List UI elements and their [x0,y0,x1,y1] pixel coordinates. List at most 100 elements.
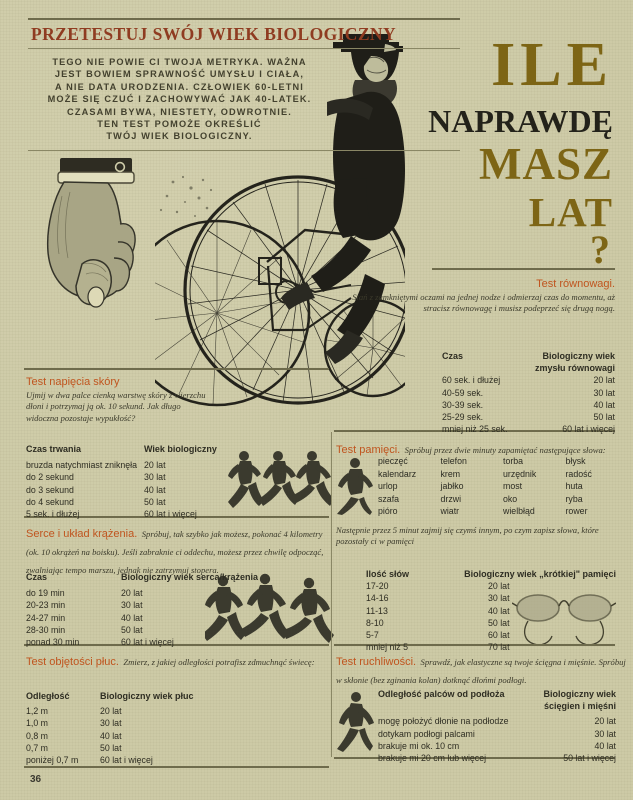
intro-line: A NIE DATA URODZENIA. CZŁOWIEK 60-LETNI [54,81,304,92]
table-row: 28-30 min 50 lat [26,624,143,635]
heart-test-heading-block: Serce i układ krążenia. Spróbuj, tak szy… [26,524,331,578]
table-row: do 19 min 20 lat [26,588,143,599]
lung-col1-header: Odległość [26,691,70,701]
skin-test-description: Ujmij w dwa palce cienką warstwę skóry z… [26,390,206,423]
intro-paragraph: TEGO NIE POWIE CI TWOJA METRYKA. WAŻNA J… [28,56,331,143]
rule-above-heart [24,516,329,518]
table-row: mogę położyć dłonie na podłodze 20 lat [378,716,616,727]
table-row: 8-10 50 lat [366,617,510,628]
word-row: pióro wiatr wielbłąd rower [378,506,588,516]
balance-col2-header-2: zmysłu równowagi [534,363,615,374]
table-row: 25-29 sek. 50 lat [442,412,615,423]
headline-question-mark: ? [590,227,611,272]
skin-test-table: Czas trwania Wiek biologiczny bruzda nat… [26,443,231,520]
heart-test-heading: Serce i układ krążenia. [26,528,138,540]
mobility-col1-header: Odległość palców od podłoża [378,689,505,699]
heart-col2-header: Biologiczny wiek serca/krążenia [121,572,259,582]
table-row: 5 sek. i dłużej 60 lat i więcej [26,509,197,520]
mobility-test-heading-block: Test ruchliwości. Sprawdź, jak elastyczn… [336,652,626,688]
table-row: do 4 sekund 50 lat [26,496,166,507]
table-row: dotykam podłogi palcami 30 lat [378,728,616,739]
headline-word-naprawde: NAPRAWDĘ [428,103,613,139]
skin-test-heading: Test napięcia skóry [26,376,120,388]
word-row: urlop jabłko most huta [378,481,583,491]
balance-test-table: Czas Biologiczny wiek zmysłu równowagi 6… [442,350,615,435]
table-row: 0,8 m 40 lat [26,730,122,741]
intro-line: JEST BOWIEM SPRAWNOŚĆ UMYSŁU I CIAŁA, [54,69,305,80]
table-row: bruzda natychmiast zniknęła 20 lat [26,460,166,471]
memory-test-table: Ilość słów Biologiczny wiek „krótkiej" p… [366,568,616,653]
rule-above-memory [334,430,615,432]
table-row: mniej niż 5 70 lat [366,642,510,653]
rule-bottom-right [334,757,615,759]
rule-under-intro [28,150,460,151]
table-row: 30-39 sek. 40 lat [442,399,615,410]
memory-col1-header: Ilość słów [366,569,410,579]
skin-col2-header: Wiek biologiczny [144,444,217,454]
table-row: 5-7 60 lat [366,630,510,641]
table-row: 1,2 m 20 lat [26,706,122,717]
memory-test-heading-block: Test pamięci. Spróbuj przez dwie minuty … [336,440,626,458]
word-row: szafa drzwi oko ryba [378,493,583,504]
table-row: 20-23 min 30 lat [26,600,143,611]
balance-test-heading: Test równowagi. [536,278,615,290]
table-row: 60 sek. i dłużej 20 lat [442,375,615,386]
victorian-cyclist-illustration [155,34,405,407]
headline-word-ile: ILE [491,31,613,99]
memory-col2-header: Biologiczny wiek „krótkiej" pamięci [464,569,616,579]
intro-line: TEN TEST POMOŻE OKREŚLIĆ [97,119,262,130]
table-row: 1,0 m 30 lat [26,718,122,729]
rule-under-title [28,48,460,49]
intro-line: TWÓJ WIEK BIOLOGICZNY. [106,131,253,142]
rule-above-balance [432,268,615,270]
lung-col2-header: Biologiczny wiek płuc [100,691,194,701]
heart-col1-header: Czas [26,572,48,582]
intro-line: TEGO NIE POWIE CI TWOJA METRYKA. WAŻNA [52,57,307,67]
memory-test-description-2: Następnie przez 5 minut zajmij się czymś… [336,525,599,547]
column-divider [331,432,332,757]
eyeglasses-icon [512,594,616,646]
running-figure-small [337,458,373,515]
rule-above-mobility [334,644,615,646]
table-row: ponad 30 min 60 lat i więcej [26,637,174,648]
balance-col1-header: Czas [442,351,464,361]
intro-line: MOŻE SIĘ CZUĆ I ZACHOWYWAĆ JAK 40-LATEK. [47,94,312,105]
running-figures-illustration [228,451,332,508]
balance-test-description: Stań z zamkniętymi oczami na jednej nodz… [352,292,615,314]
pointing-hand-icon [46,158,136,308]
table-row: 14-16 30 lat [366,593,510,604]
rule-above-lungs [24,644,329,646]
table-row: do 2 sekund 30 lat [26,472,166,483]
mobility-col2-header-2: ścięgien i mięśni [543,701,616,712]
memory-test-description: Spróbuj przez dwie minuty zapamiętać nas… [404,445,606,455]
headline-word-masz: MASZ [478,139,613,189]
bending-figure-illustration [337,692,374,752]
skin-col1-header: Czas trwania [26,444,82,454]
heart-test-table: Czas Biologiczny wiek serca/krążenia do … [26,571,261,648]
running-figures-illustration-2 [205,573,334,643]
mobility-test-heading: Test ruchliwości. [336,656,417,668]
table-row: do 3 sekund 40 lat [26,484,166,495]
page-title: PRZETESTUJ SWÓJ WIEK BIOLOGICZNY [31,24,396,44]
table-row: 24-27 min 40 lat [26,612,143,623]
balance-col2-header: Biologiczny wiek [542,351,615,361]
lung-test-table: Odległość Biologiczny wiek płuc 1,2 m 20 … [26,690,246,766]
memory-test-heading: Test pamięci. [336,444,401,456]
memory-word-grid: pieczęć telefon torba błysk kalendarz kr… [378,455,628,518]
mobility-col2-header: Biologiczny wiek [543,689,616,699]
table-row: 0,7 m 50 lat [26,742,122,753]
rule-bottom-left [24,766,329,768]
table-row: mniej niż 25 sek. 60 lat i więcej [442,424,615,435]
table-row: 40-59 sek. 30 lat [442,387,615,398]
word-row: kalendarz krem urzędnik radość [378,468,592,479]
table-row: poniżej 0,7 m 60 lat i więcej [26,755,153,766]
headline-word-lat: LAT [528,189,613,235]
table-row: brakuje mi 20 cm lub więcej 50 lat i więc… [378,753,616,764]
page-number: 36 [30,774,42,785]
lung-test-description: Zmierz, z jakiej odległości potrafisz zd… [123,657,315,667]
rule-top [28,18,460,20]
table-row: brakuje mi ok. 10 cm 40 lat [378,740,616,751]
table-row: 11-13 40 lat [366,605,510,616]
intro-line: CZASAMI BYWA, NIESTETY, ODWROTNIE. [67,106,292,117]
